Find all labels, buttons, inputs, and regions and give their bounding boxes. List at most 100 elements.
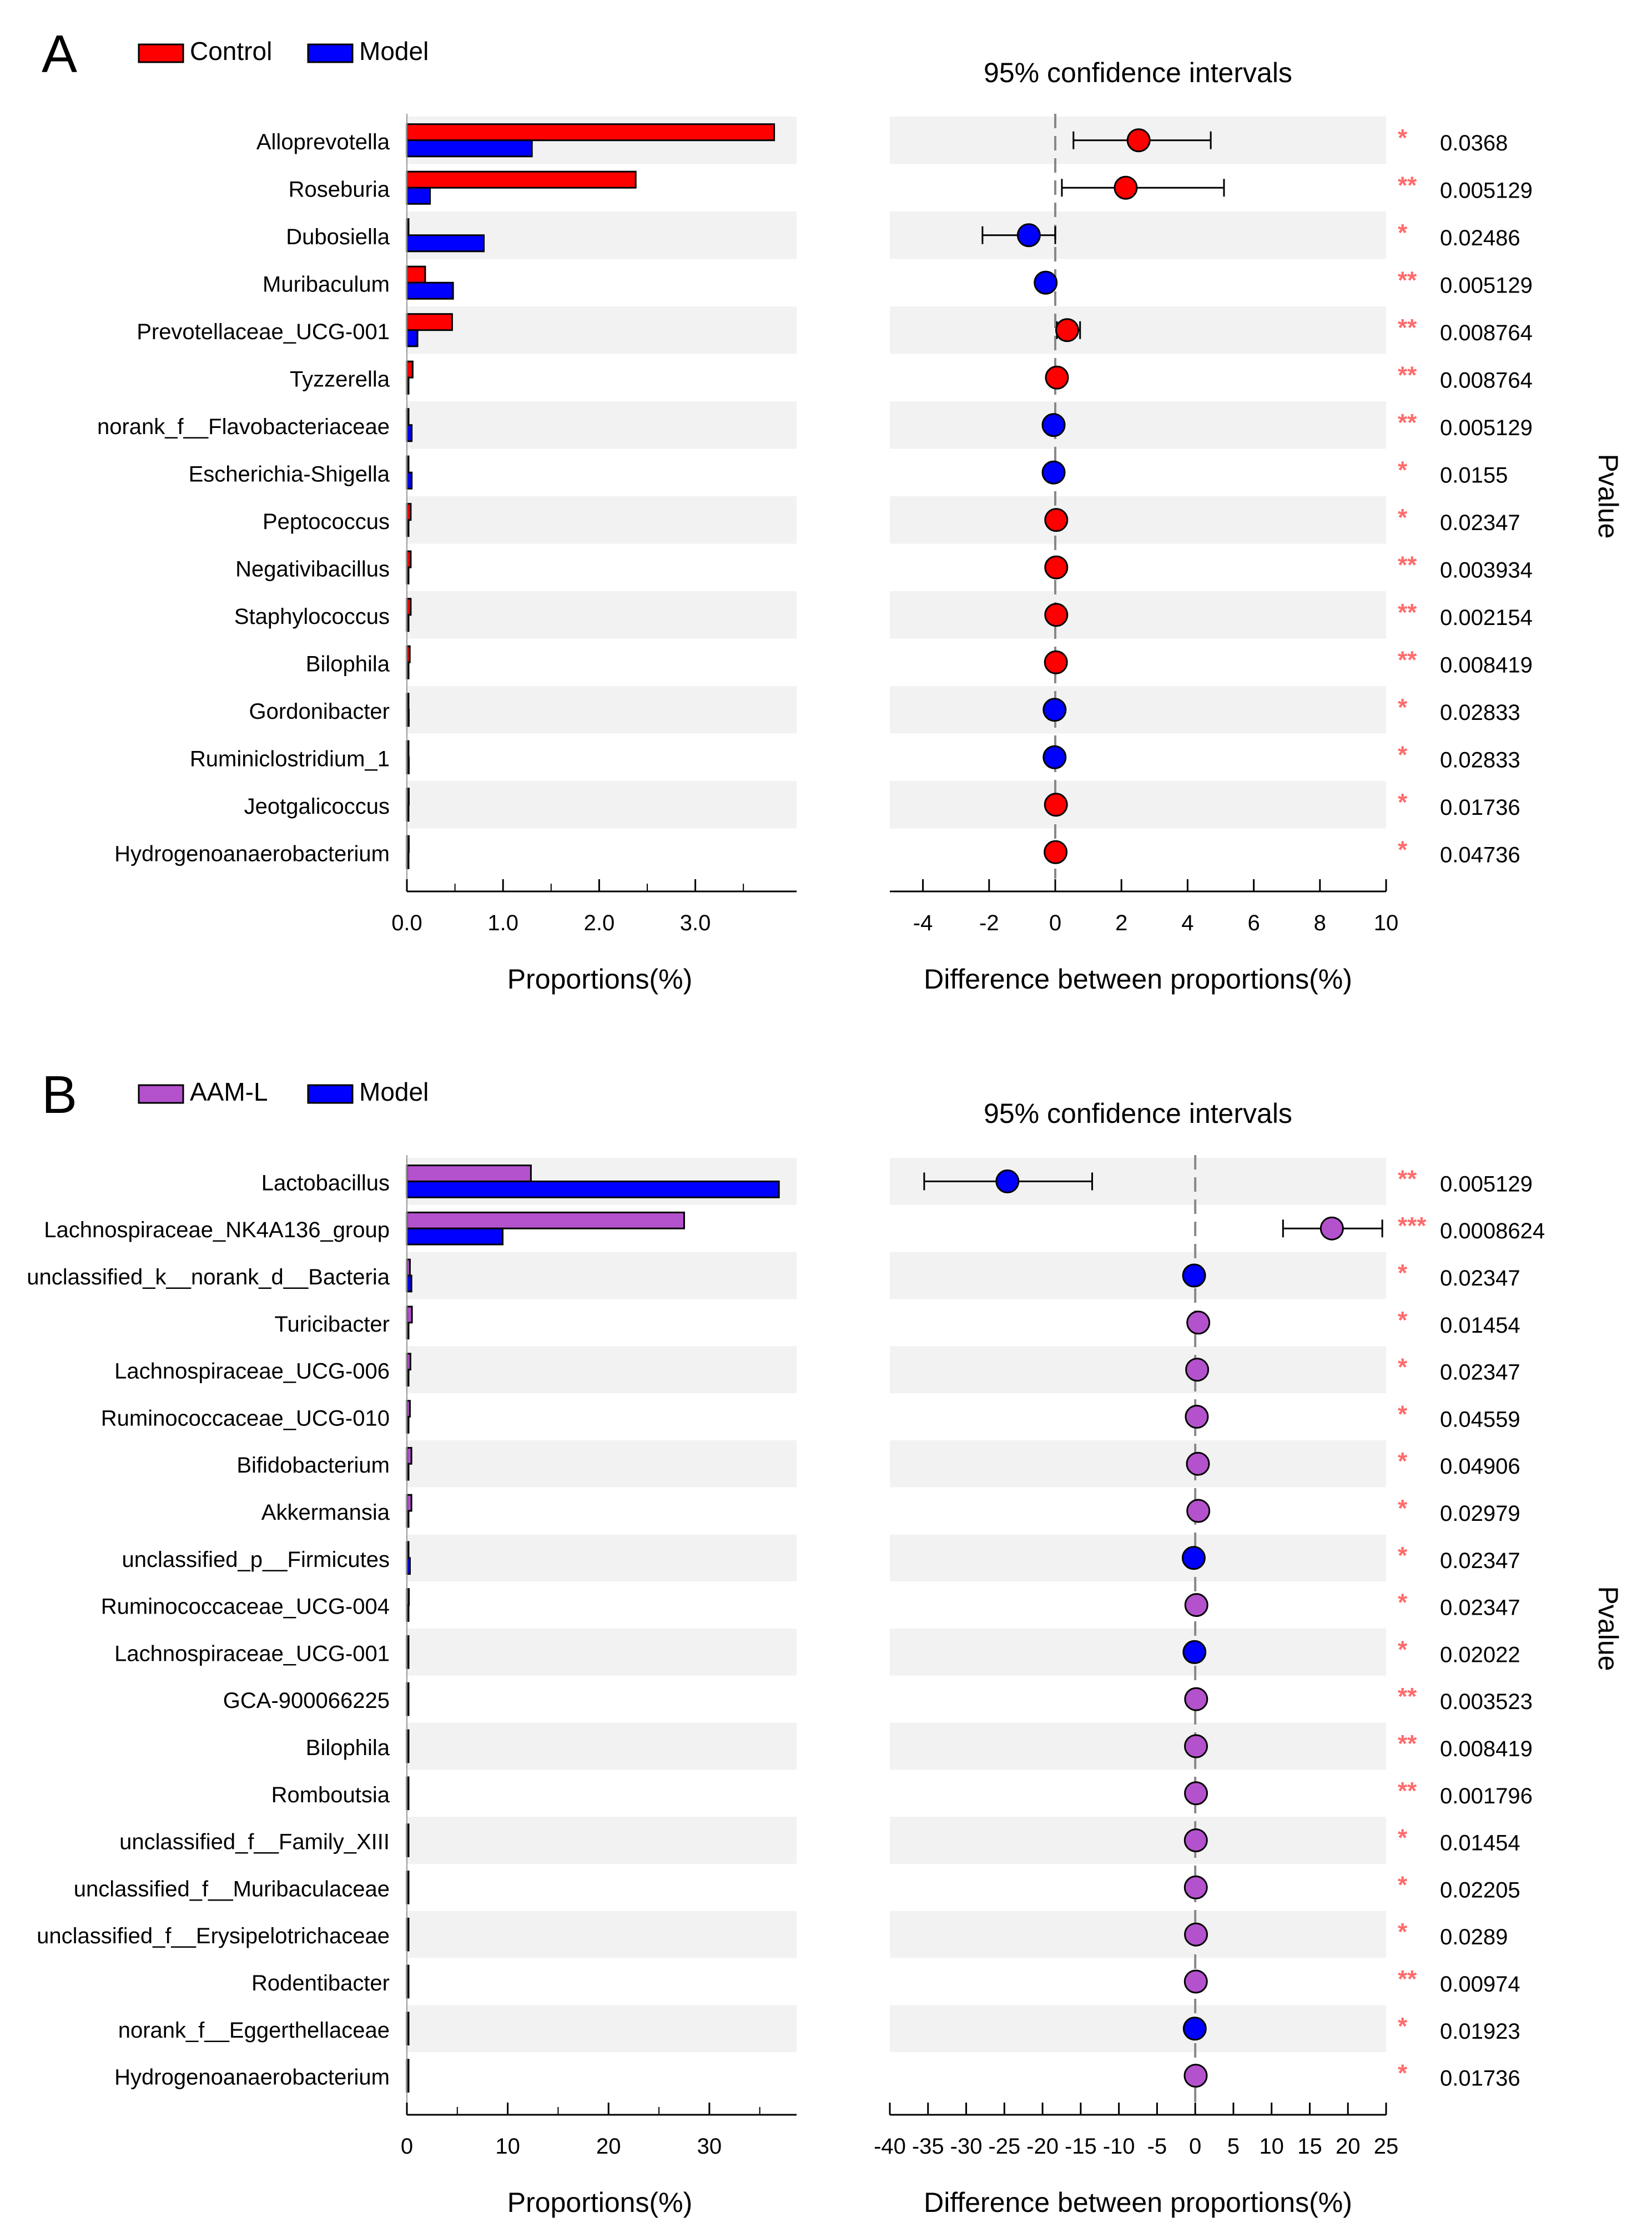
- significance-stars: *: [1398, 1824, 1408, 1852]
- taxon-label: Bifidobacterium: [236, 1453, 390, 1478]
- bar-group-b: [406, 139, 533, 158]
- row-stripe: [407, 1629, 797, 1676]
- p-value: 0.005129: [1440, 1172, 1533, 1196]
- row-stripe: [890, 496, 1386, 544]
- right-tick-label: 10: [1374, 911, 1399, 935]
- row-stripe: [890, 1252, 1386, 1299]
- p-value: 0.003523: [1440, 1690, 1533, 1714]
- significance-stars: **: [1398, 1777, 1417, 1804]
- significance-stars: **: [1398, 172, 1417, 199]
- p-value: 0.00974: [1440, 1972, 1520, 1997]
- significance-stars: **: [1398, 409, 1417, 436]
- bar-group-a: [406, 1306, 413, 1324]
- taxon-label: Tyzzerella: [290, 367, 390, 391]
- significance-stars: **: [1398, 361, 1417, 389]
- p-value: 0.008764: [1440, 368, 1533, 392]
- difference-point: [1181, 1546, 1206, 1570]
- taxon-label: unclassified_f__Erysipelotrichaceae: [37, 1924, 390, 1948]
- left-tick-label: 2.0: [584, 911, 615, 935]
- bar-group-a: [406, 313, 453, 331]
- significance-stars: **: [1398, 1965, 1417, 1993]
- left-tick-label: 10: [495, 2134, 520, 2159]
- right-tick-label: -10: [1103, 2134, 1135, 2159]
- right-tick-label: 8: [1314, 911, 1326, 935]
- taxon-label: Ruminiclostridium_1: [190, 747, 390, 771]
- taxon-label: Escherichia-Shigella: [189, 462, 390, 486]
- bar-group-b: [406, 1180, 780, 1198]
- significance-stars: *: [1398, 741, 1408, 768]
- taxon-label: Staphylococcus: [234, 604, 390, 629]
- significance-stars: *: [1398, 219, 1408, 246]
- right-tick-label: 20: [1336, 2134, 1361, 2159]
- right-tick-label: 6: [1247, 911, 1260, 935]
- p-value: 0.01736: [1440, 2066, 1520, 2091]
- taxon-label: Lachnospiraceae_NK4A136_group: [44, 1218, 390, 1242]
- legend-label: Control: [190, 37, 272, 65]
- row-stripe: [890, 211, 1386, 259]
- p-value: 0.0368: [1440, 131, 1508, 155]
- bar-group-a: [406, 550, 412, 568]
- significance-stars: **: [1398, 1683, 1417, 1710]
- difference-point: [995, 1169, 1020, 1193]
- bar-group-b: [406, 424, 413, 442]
- bar-group-b: [406, 471, 413, 490]
- difference-point: [1184, 1593, 1208, 1617]
- p-value: 0.04736: [1440, 843, 1520, 867]
- row-stripe: [407, 496, 797, 544]
- p-value: 0.008764: [1440, 321, 1533, 345]
- difference-point: [1042, 745, 1067, 769]
- right-tick-label: 15: [1297, 2134, 1322, 2159]
- taxon-label: Lachnospiraceae_UCG-001: [114, 1641, 390, 1666]
- difference-point: [1044, 793, 1068, 817]
- taxon-label: Hydrogenoanaerobacterium: [114, 841, 390, 866]
- right-tick-label: -5: [1147, 2134, 1167, 2159]
- row-stripe: [407, 306, 797, 354]
- bar-group-a: [406, 1165, 532, 1182]
- difference-point: [1185, 1404, 1209, 1429]
- legend-swatch: [307, 43, 354, 63]
- row-stripe: [407, 1252, 797, 1299]
- difference-point: [1044, 603, 1069, 627]
- p-value: 0.02833: [1440, 748, 1520, 772]
- row-stripe: [890, 591, 1386, 639]
- difference-point: [1044, 555, 1069, 579]
- taxon-label: Romboutsia: [271, 1783, 390, 1807]
- p-value: 0.02486: [1440, 226, 1520, 250]
- right-tick-label: -20: [1026, 2134, 1059, 2159]
- left-x-label: Proportions(%): [507, 964, 692, 995]
- significance-stars: *: [1398, 2013, 1408, 2040]
- legend-label: AAM-L: [190, 1077, 268, 1106]
- significance-stars: **: [1398, 1165, 1417, 1192]
- difference-point: [1182, 2017, 1207, 2041]
- right-tick-label: -2: [979, 911, 999, 935]
- row-stripe: [890, 686, 1386, 734]
- taxon-label: unclassified_f__Muribaculaceae: [74, 1877, 390, 1901]
- significance-stars: *: [1398, 1495, 1408, 1522]
- significance-stars: *: [1398, 1636, 1408, 1663]
- taxon-label: Alloprevotella: [256, 130, 390, 154]
- right-tick-label: 25: [1374, 2134, 1399, 2159]
- difference-point: [1041, 460, 1066, 485]
- p-value: 0.0289: [1440, 1925, 1508, 1949]
- p-value: 0.005129: [1440, 273, 1533, 298]
- significance-stars: *: [1398, 836, 1408, 863]
- taxon-label: unclassified_f__Family_XIII: [119, 1830, 390, 1854]
- significance-stars: **: [1398, 599, 1417, 626]
- significance-stars: **: [1398, 1730, 1417, 1757]
- p-value: 0.02979: [1440, 1501, 1520, 1526]
- taxon-label: Hydrogenoanaerobacterium: [114, 2065, 390, 2090]
- p-value: 0.01454: [1440, 1313, 1520, 1338]
- legend-swatch: [138, 1084, 184, 1104]
- significance-stars: *: [1398, 1354, 1408, 1381]
- p-value: 0.001796: [1440, 1784, 1533, 1808]
- difference-point: [1126, 128, 1151, 153]
- difference-point: [1042, 698, 1067, 722]
- row-stripe: [890, 2005, 1386, 2053]
- row-stripe: [407, 591, 797, 639]
- p-value: 0.04906: [1440, 1454, 1520, 1479]
- bar-group-b: [406, 186, 431, 205]
- taxon-label: Rodentibacter: [251, 1971, 390, 1995]
- left-x-label: Proportions(%): [507, 2187, 692, 2218]
- bar-group-a: [406, 123, 775, 142]
